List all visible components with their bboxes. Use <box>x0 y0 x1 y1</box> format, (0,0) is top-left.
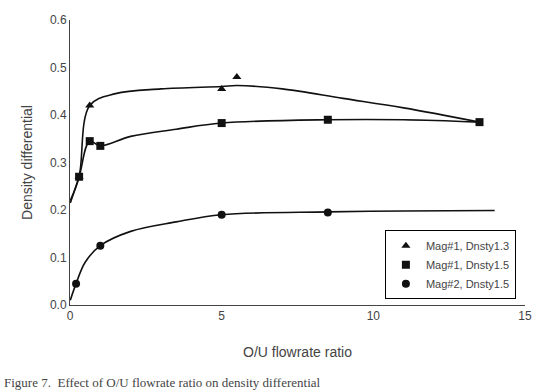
svg-text:Mag#2, Dnsty1.5: Mag#2, Dnsty1.5 <box>426 278 509 290</box>
svg-text:5: 5 <box>218 309 225 323</box>
svg-text:O/U flowrate ratio: O/U flowrate ratio <box>243 344 352 360</box>
svg-text:10: 10 <box>367 309 381 323</box>
svg-text:Mag#1, Dnsty1.5: Mag#1, Dnsty1.5 <box>426 259 509 271</box>
svg-text:0.2: 0.2 <box>50 203 67 217</box>
svg-text:Figure 7. Effect of O/U flowr: Figure 7. Effect of O/U flowrate ratio o… <box>4 375 321 390</box>
svg-text:0.6: 0.6 <box>50 13 67 27</box>
svg-text:0.4: 0.4 <box>50 108 67 122</box>
svg-text:15: 15 <box>518 309 532 323</box>
svg-text:Mag#1, Dnsty1.3: Mag#1, Dnsty1.3 <box>426 240 509 252</box>
svg-text:0: 0 <box>67 309 74 323</box>
svg-text:0.3: 0.3 <box>50 156 67 170</box>
svg-text:Density differential: Density differential <box>19 105 35 220</box>
svg-text:0.1: 0.1 <box>50 251 67 265</box>
svg-text:0.5: 0.5 <box>50 61 67 75</box>
svg-text:0.0: 0.0 <box>50 298 67 312</box>
